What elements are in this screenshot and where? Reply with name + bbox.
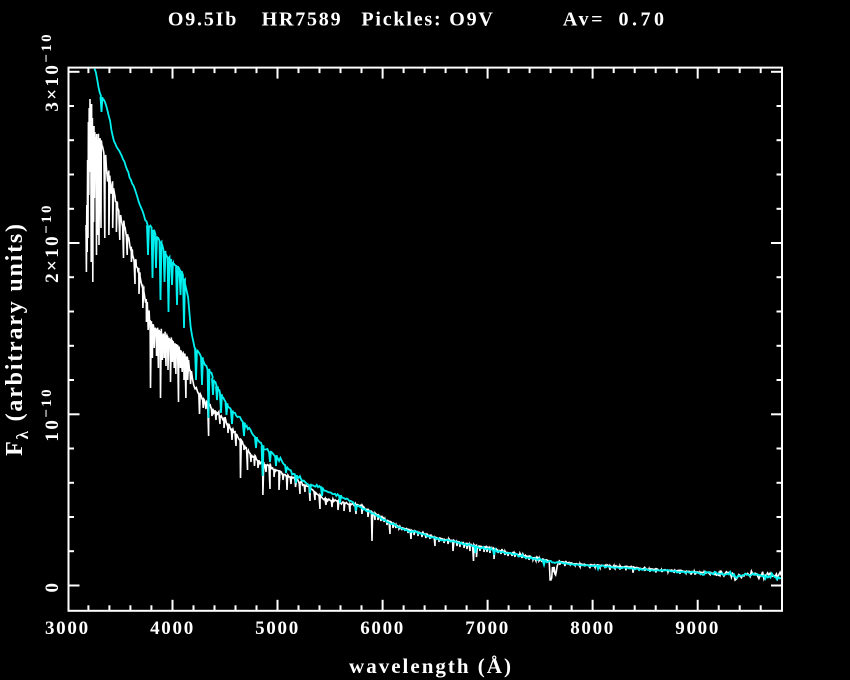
svg-text:6000: 6000 [360, 618, 405, 639]
svg-text:3000: 3000 [45, 618, 90, 639]
svg-text:8000: 8000 [570, 618, 615, 639]
svg-text:5000: 5000 [255, 618, 300, 639]
svg-text:HR7589: HR7589 [262, 9, 343, 31]
svg-text:7000: 7000 [465, 618, 510, 639]
svg-text:Fλ (arbitrary units): Fλ (arbitrary units) [2, 222, 32, 456]
svg-text:O9.5Ib: O9.5Ib [168, 9, 238, 31]
svg-text:0.70: 0.70 [619, 9, 668, 31]
svg-text:Pickles: O9V: Pickles: O9V [361, 9, 494, 31]
svg-text:0: 0 [42, 581, 63, 593]
svg-text:4000: 4000 [150, 618, 195, 639]
svg-text:wavelength (Å): wavelength (Å) [349, 654, 513, 678]
svg-text:Av=: Av= [563, 9, 605, 31]
svg-text:9000: 9000 [675, 618, 720, 639]
